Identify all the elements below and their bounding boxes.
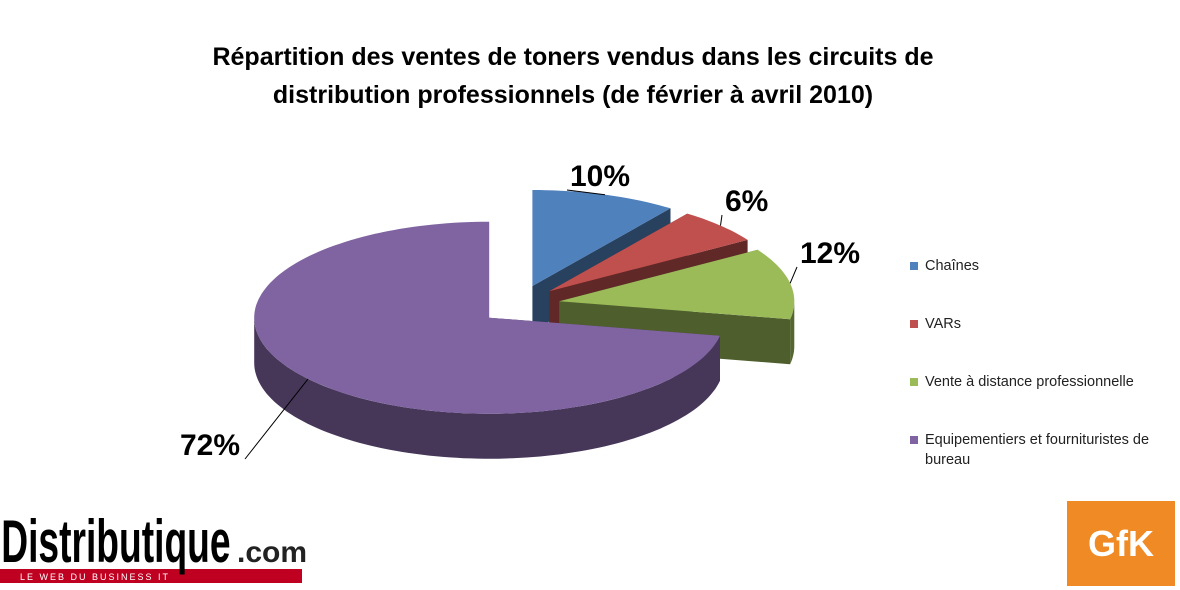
leader-line — [789, 266, 798, 284]
legend: Chaînes VARs Vente à distance professionne… — [910, 256, 1160, 508]
gfk-logo: GfK — [1067, 501, 1175, 586]
value-label: 72% — [180, 429, 240, 462]
legend-label: VARs — [925, 316, 961, 332]
logo-suffix: .com — [237, 536, 307, 569]
legend-label: Chaînes — [925, 258, 980, 274]
slice — [559, 249, 795, 320]
slice-wall — [254, 317, 720, 459]
slice — [532, 190, 671, 286]
legend-item: Equipementiers et fournituristes de bure… — [910, 430, 1160, 470]
value-label: 10% — [570, 160, 630, 193]
slice — [254, 221, 720, 414]
logo-text: Distributique — [1, 508, 230, 575]
value-label: 12% — [800, 237, 860, 270]
legend-item: VARs — [910, 314, 1160, 334]
chart-title: Répartition des ventes de toners vendus … — [212, 43, 934, 109]
slice — [254, 221, 720, 459]
leader-line — [566, 189, 606, 196]
logo-tagline: LE WEB DU BUSINESS IT — [20, 572, 170, 582]
legend-label: Vente à distance professionnelle — [925, 374, 1134, 390]
value-label: 6% — [725, 185, 768, 218]
legend-label: Equipementiers et fournituristes de bure… — [925, 432, 1150, 468]
legend-swatch — [910, 262, 918, 270]
leader-line — [244, 378, 309, 460]
logo-bar — [0, 569, 302, 583]
legend-item: Chaînes — [910, 256, 1160, 276]
legend-swatch — [910, 436, 918, 444]
slice-wall — [790, 301, 795, 365]
legend-item: Vente à distance professionnelle — [910, 372, 1160, 392]
legend-swatch — [910, 320, 918, 328]
legend-swatch — [910, 378, 918, 386]
slice — [549, 213, 748, 292]
leader-line — [720, 214, 723, 226]
distributique-logo: Distributique .com LE WEB DU BUSINESS IT — [0, 508, 307, 583]
